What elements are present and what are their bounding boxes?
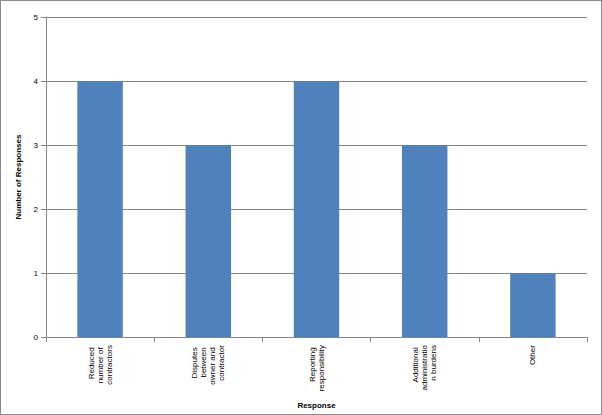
svg-text:number of: number of <box>96 345 105 383</box>
svg-text:1: 1 <box>34 269 39 278</box>
svg-text:Additional: Additional <box>411 345 420 382</box>
svg-text:between: between <box>199 345 208 377</box>
svg-text:Reduced: Reduced <box>87 345 96 379</box>
svg-text:Disputes: Disputes <box>190 345 199 378</box>
svg-text:4: 4 <box>34 77 39 86</box>
svg-text:2: 2 <box>34 205 39 214</box>
svg-text:n burdens: n burdens <box>429 345 438 381</box>
svg-text:Number of Responses: Number of Responses <box>14 134 23 219</box>
svg-text:contractors: contractors <box>105 345 114 385</box>
svg-text:5: 5 <box>34 13 39 22</box>
svg-text:Response: Response <box>297 401 336 410</box>
svg-text:3: 3 <box>34 141 39 150</box>
svg-text:0: 0 <box>34 333 39 342</box>
svg-text:administratio: administratio <box>420 345 429 391</box>
svg-text:owner and: owner and <box>208 345 217 385</box>
svg-text:responsibility: responsibility <box>317 345 326 391</box>
svg-text:contractor: contractor <box>217 345 226 381</box>
svg-text:Other: Other <box>528 345 537 365</box>
svg-text:Reporting: Reporting <box>308 345 317 382</box>
